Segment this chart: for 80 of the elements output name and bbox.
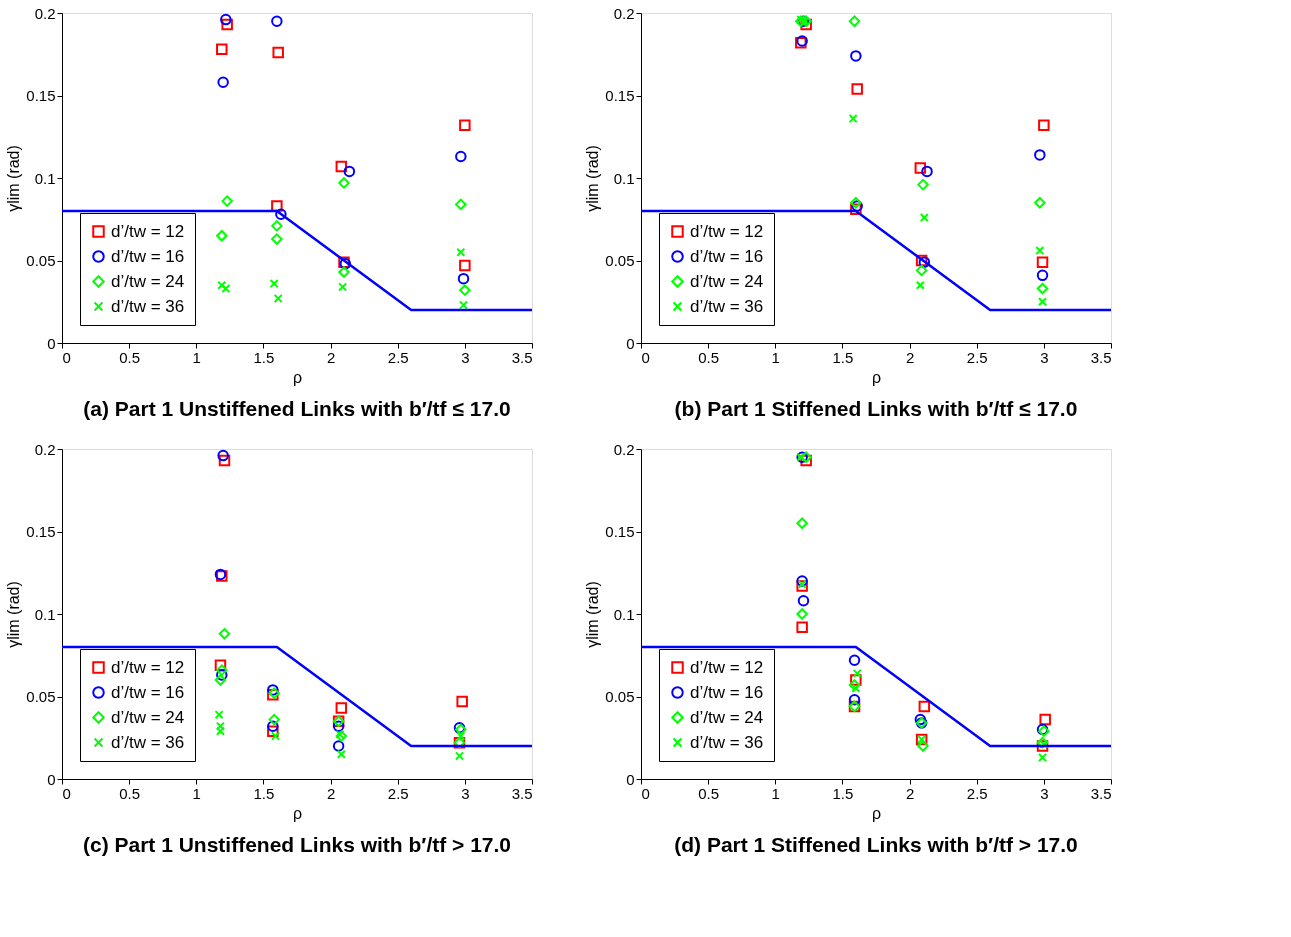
x-axis-title: ρ xyxy=(871,804,882,822)
x-tick-label: 3.5 xyxy=(511,784,533,802)
y-tick-label: 0.05 xyxy=(26,688,56,705)
x-tick-label: 1.5 xyxy=(832,348,854,366)
x-tick-label: 1 xyxy=(192,348,201,366)
legend-label: d’/tw = 16 xyxy=(690,682,764,702)
y-tick-label: 0.05 xyxy=(605,688,635,705)
y-axis-title: γlim (rad) xyxy=(584,145,602,212)
x-tick-label: 0 xyxy=(62,348,71,366)
y-tick-label: 0.15 xyxy=(605,87,635,104)
legend-label: d’/tw = 12 xyxy=(690,221,764,241)
y-tick-label: 0.1 xyxy=(613,169,635,187)
x-tick-label: 3 xyxy=(461,784,470,802)
y-axis-title: γlim (rad) xyxy=(5,581,23,648)
text: (d) Part 1 Stiffened Links with b′/tf > 17.0 xyxy=(674,833,1078,856)
x-tick-label: 0.5 xyxy=(119,348,141,366)
legend-label: d’/tw = 36 xyxy=(111,732,185,752)
x-tick-label: 3.5 xyxy=(1090,784,1112,802)
x-tick-label: 1 xyxy=(771,784,780,802)
x-tick-label: 2.5 xyxy=(966,784,988,802)
y-tick-label: 0.2 xyxy=(613,4,635,22)
y-tick-label: 0.15 xyxy=(605,523,635,540)
x-tick-label: 3.5 xyxy=(511,348,533,366)
x-tick-label: 1 xyxy=(192,784,201,802)
x-tick-label: 3.5 xyxy=(1090,348,1112,366)
legend-label: d’/tw = 24 xyxy=(111,271,185,291)
y-tick-label: 0.15 xyxy=(26,523,56,540)
y-tick-label: 0.2 xyxy=(34,440,56,458)
y-tick-label: 0.05 xyxy=(605,252,635,269)
x-axis-title: ρ xyxy=(292,368,303,386)
x-tick-label: 0 xyxy=(641,348,650,366)
legend-label: d’/tw = 16 xyxy=(111,246,185,266)
x-tick-label: 1.5 xyxy=(253,348,275,366)
y-axis-title: γlim (rad) xyxy=(5,145,23,212)
x-tick-label: 0.5 xyxy=(698,348,720,366)
y-tick-label: 0.2 xyxy=(34,4,56,22)
y-tick-label: 0.05 xyxy=(26,252,56,269)
x-tick-label: 0 xyxy=(641,784,650,802)
x-tick-label: 2 xyxy=(326,784,336,802)
x-tick-label: 1 xyxy=(771,348,780,366)
x-tick-label: 1.5 xyxy=(253,784,275,802)
legend-label: d’/tw = 24 xyxy=(690,271,764,291)
y-tick-label: 0 xyxy=(626,334,635,352)
x-tick-label: 0.5 xyxy=(119,784,141,802)
y-tick-label: 0.15 xyxy=(26,87,56,104)
y-tick-label: 0 xyxy=(47,770,56,788)
legend-label: d’/tw = 36 xyxy=(690,732,764,752)
y-axis-title: γlim (rad) xyxy=(584,581,602,648)
text: (c) Part 1 Unstiffened Links with b′/tf > 17.0 xyxy=(82,833,512,856)
y-tick-label: 0 xyxy=(47,334,56,352)
x-tick-label: 3 xyxy=(1040,348,1049,366)
x-tick-label: 1.5 xyxy=(832,784,854,802)
x-tick-label: 2.5 xyxy=(387,784,409,802)
x-axis-title: ρ xyxy=(292,804,303,822)
x-tick-label: 0 xyxy=(62,784,71,802)
legend-label: d’/tw = 12 xyxy=(690,657,764,677)
x-tick-label: 2.5 xyxy=(387,348,409,366)
text: (a) Part 1 Unstiffened Links with b′/tf ≤ 17.0 xyxy=(83,397,511,420)
x-tick-label: 2.5 xyxy=(966,348,988,366)
y-tick-label: 0.2 xyxy=(613,440,635,458)
x-tick-label: 3 xyxy=(1040,784,1049,802)
x-tick-label: 2 xyxy=(905,784,915,802)
x-tick-label: 2 xyxy=(905,348,915,366)
legend-label: d’/tw = 36 xyxy=(690,296,764,316)
y-tick-label: 0.1 xyxy=(34,169,56,187)
legend-label: d’/tw = 12 xyxy=(111,221,185,241)
x-tick-label: 3 xyxy=(461,348,470,366)
legend-label: d’/tw = 16 xyxy=(690,246,764,266)
legend-label: d’/tw = 24 xyxy=(690,707,764,727)
y-tick-label: 0.1 xyxy=(613,605,635,623)
y-tick-label: 0.1 xyxy=(34,605,56,623)
x-tick-label: 2 xyxy=(326,348,336,366)
text: (b) Part 1 Stiffened Links with b′/tf ≤ 17.0 xyxy=(674,397,1078,420)
legend-label: d’/tw = 24 xyxy=(111,707,185,727)
x-axis-title: ρ xyxy=(871,368,882,386)
legend-label: d’/tw = 12 xyxy=(111,657,185,677)
x-tick-label: 0.5 xyxy=(698,784,720,802)
legend-label: d’/tw = 36 xyxy=(111,296,185,316)
y-tick-label: 0 xyxy=(626,770,635,788)
legend-label: d’/tw = 16 xyxy=(111,682,185,702)
